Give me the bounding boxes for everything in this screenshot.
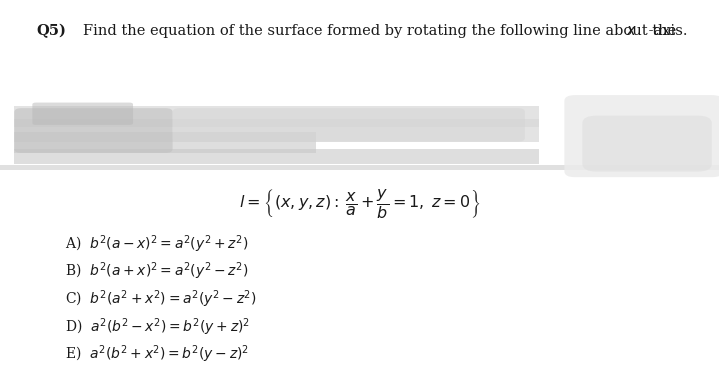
FancyBboxPatch shape [14,108,173,153]
Text: $l = \left\{(x,y,z):\: \dfrac{x}{a}+\dfrac{y}{b}=1,\; z=0 \right\}$: $l = \left\{(x,y,z):\: \dfrac{x}{a}+\dfr… [239,186,480,219]
Bar [14,132,316,153]
Text: -axis.: -axis. [644,24,687,38]
Text: E)  $a^2(b^2+x^2) = b^2(y-z)^2$: E) $a^2(b^2+x^2) = b^2(y-z)^2$ [65,344,249,365]
Text: Q5): Q5) [36,24,66,38]
Bar [14,149,539,164]
Bar [0,165,719,170]
FancyBboxPatch shape [582,116,712,172]
FancyBboxPatch shape [564,95,719,177]
Text: C)  $b^2(a^2+x^2) = a^2(y^2 - z^2)$: C) $b^2(a^2+x^2) = a^2(y^2 - z^2)$ [65,288,257,310]
Text: D)  $a^2(b^2-x^2) = b^2(y+z)^2$: D) $a^2(b^2-x^2) = b^2(y+z)^2$ [65,316,249,338]
FancyBboxPatch shape [32,103,133,125]
Bar [14,106,539,127]
Text: B)  $b^2(a+x)^2 = a^2(y^2 - z^2)$: B) $b^2(a+x)^2 = a^2(y^2 - z^2)$ [65,261,248,282]
Bar [14,119,539,142]
Text: $x$: $x$ [626,24,637,38]
FancyBboxPatch shape [173,108,525,142]
Text: Find the equation of the surface formed by rotating the following line about the: Find the equation of the surface formed … [83,24,681,38]
Text: A)  $b^2(a-x)^2 = a^2(y^2 + z^2)$: A) $b^2(a-x)^2 = a^2(y^2 + z^2)$ [65,233,248,255]
